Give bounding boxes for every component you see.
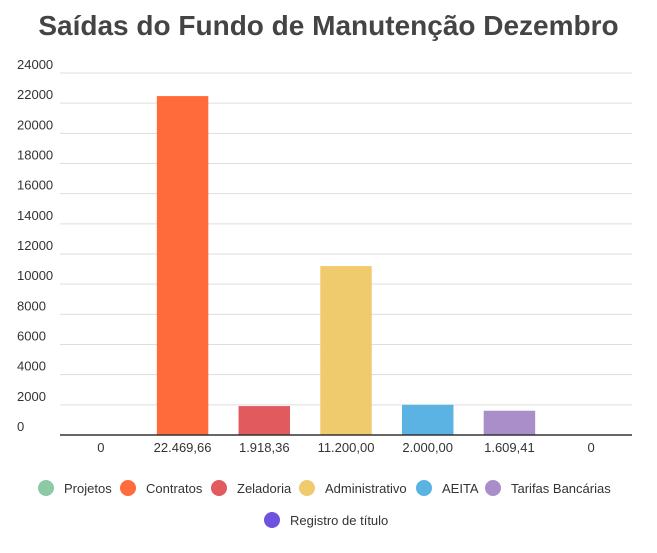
bar xyxy=(238,406,291,435)
legend-label: Projetos xyxy=(64,481,112,496)
data-label: 22.469,66 xyxy=(154,440,212,455)
legend-item[interactable]: Contratos xyxy=(120,480,203,496)
y-tick-label: 24000 xyxy=(17,57,53,72)
y-tick-label: 22000 xyxy=(17,87,53,102)
y-tick-label: 4000 xyxy=(17,359,46,374)
legend-item[interactable]: Zeladoria xyxy=(211,480,292,496)
legend-item[interactable]: Administrativo xyxy=(299,480,407,496)
y-tick-label: 0 xyxy=(17,419,24,434)
y-tick-label: 18000 xyxy=(17,148,53,163)
bar xyxy=(156,96,209,435)
y-tick-label: 14000 xyxy=(17,208,53,223)
y-tick-label: 2000 xyxy=(17,389,46,404)
data-labels: 0 22.469,66 1.918,36 11.200,00 2.000,00 1.609… xyxy=(97,440,595,455)
legend-swatch-icon xyxy=(211,480,227,496)
bar xyxy=(401,404,454,435)
legend-item[interactable]: Tarifas Bancárias xyxy=(485,480,611,496)
data-label: 0 xyxy=(97,440,104,455)
data-label: 11.200,00 xyxy=(318,440,375,455)
data-label: 0 xyxy=(588,440,595,455)
legend[interactable]: Projetos Contratos Zeladoria Administrativo… xyxy=(38,480,611,528)
bar xyxy=(320,266,372,435)
legend-label: Contratos xyxy=(146,481,203,496)
data-label: 1.609,41 xyxy=(484,440,535,455)
y-tick-label: 10000 xyxy=(17,268,53,283)
y-tick-label: 6000 xyxy=(17,329,46,344)
legend-item[interactable]: Registro de título xyxy=(264,512,388,528)
y-tick-label: 20000 xyxy=(17,117,53,132)
chart-title: Saídas do Fundo de Manutenção Dezembro xyxy=(38,10,619,41)
legend-swatch-icon xyxy=(416,480,432,496)
bar xyxy=(483,410,536,435)
legend-swatch-icon xyxy=(299,480,315,496)
legend-label: Tarifas Bancárias xyxy=(511,481,611,496)
legend-swatch-icon xyxy=(38,480,54,496)
legend-swatch-icon xyxy=(264,512,280,528)
y-tick-label: 16000 xyxy=(17,178,53,193)
legend-label: Zeladoria xyxy=(237,481,292,496)
data-label: 1.918,36 xyxy=(239,440,290,455)
legend-label: Administrativo xyxy=(325,481,407,496)
data-label: 2.000,00 xyxy=(402,440,453,455)
legend-label: Registro de título xyxy=(290,513,388,528)
y-tick-label: 8000 xyxy=(17,298,46,313)
legend-item[interactable]: Projetos xyxy=(38,480,112,496)
legend-item[interactable]: AEITA xyxy=(416,480,479,496)
legend-swatch-icon xyxy=(485,480,501,496)
bars xyxy=(156,96,536,435)
legend-label: AEITA xyxy=(442,481,479,496)
legend-swatch-icon xyxy=(120,480,136,496)
y-axis-tick-labels: 0 2000 4000 6000 8000 10000 12000 14000 16000 180… xyxy=(17,57,53,434)
y-tick-label: 12000 xyxy=(17,238,53,253)
